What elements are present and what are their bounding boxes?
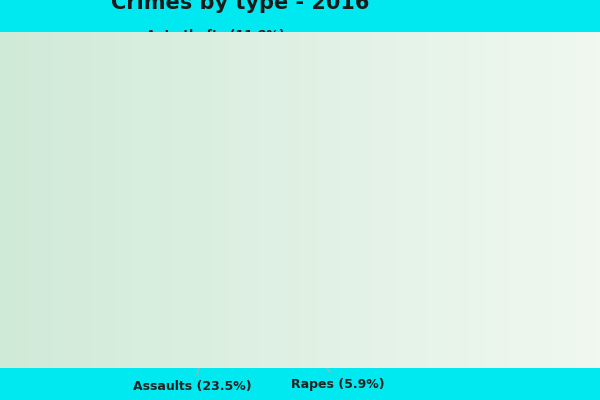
Text: Rapes (5.9%): Rapes (5.9%) bbox=[291, 318, 385, 390]
Wedge shape bbox=[240, 74, 376, 326]
Text: Burglaries (11.8%): Burglaries (11.8%) bbox=[0, 152, 139, 165]
Text: Auto thefts (11.8%): Auto thefts (11.8%) bbox=[146, 30, 285, 96]
Wedge shape bbox=[240, 210, 312, 344]
Text: Robberies (5.9%): Robberies (5.9%) bbox=[0, 234, 131, 253]
Text: Thefts (41.2%): Thefts (41.2%) bbox=[365, 190, 512, 203]
Text: City-Data.com: City-Data.com bbox=[362, 50, 491, 68]
Wedge shape bbox=[104, 110, 240, 210]
Wedge shape bbox=[109, 210, 265, 346]
Title: Crimes by type - 2016: Crimes by type - 2016 bbox=[111, 0, 369, 13]
Wedge shape bbox=[104, 198, 240, 248]
Text: Assaults (23.5%): Assaults (23.5%) bbox=[133, 324, 252, 393]
Wedge shape bbox=[148, 74, 240, 210]
